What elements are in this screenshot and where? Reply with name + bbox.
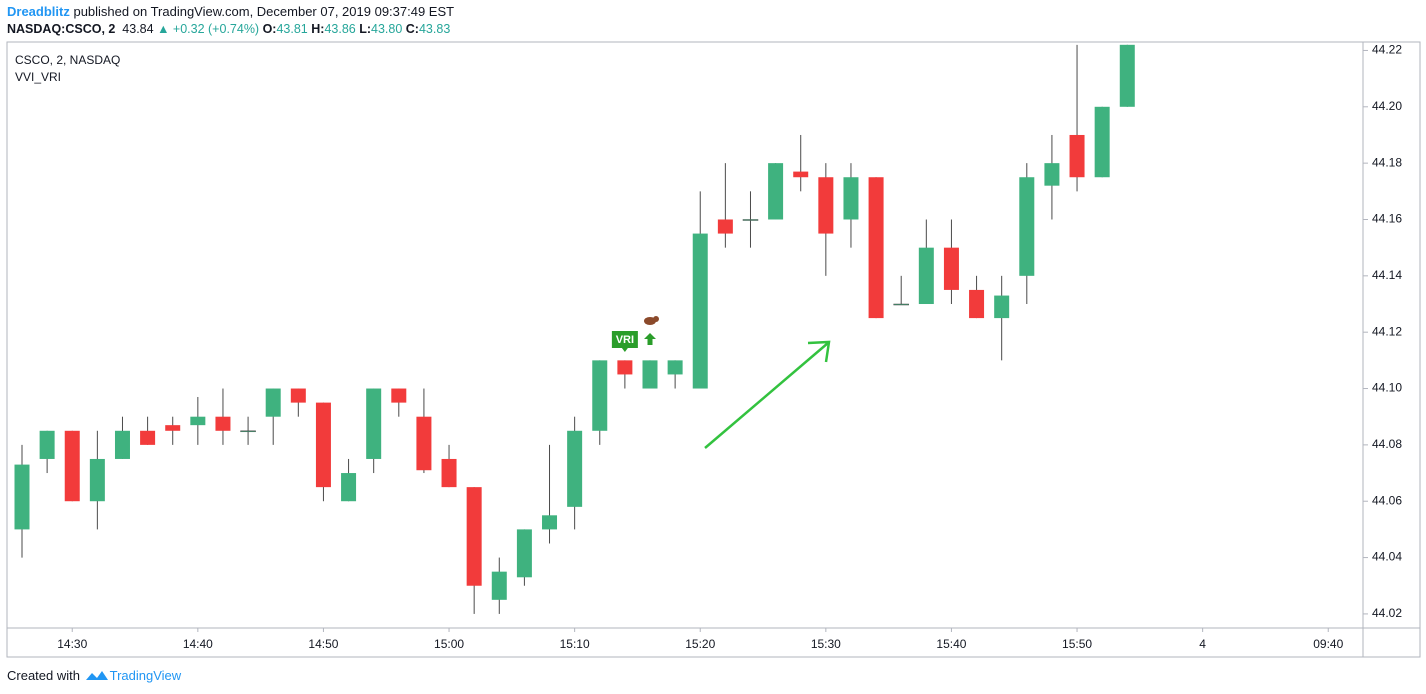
signal-box — [611, 331, 638, 352]
candle-body — [994, 295, 1010, 319]
candle-body — [265, 388, 281, 417]
candle-body — [140, 430, 156, 445]
candle-body — [768, 163, 784, 220]
candle-body — [64, 430, 80, 502]
y-tick-label: 44.12 — [1372, 324, 1402, 338]
y-tick-label: 44.16 — [1372, 212, 1402, 226]
y-tick-label: 44.04 — [1372, 550, 1402, 564]
candle-body — [868, 177, 884, 319]
candle-body — [1119, 44, 1135, 107]
candle-body — [366, 388, 382, 459]
candle-body — [893, 303, 909, 306]
candle-body — [516, 529, 532, 578]
candle-body — [190, 416, 206, 426]
y-tick-label: 44.06 — [1372, 493, 1402, 507]
x-tick-label: 14:50 — [308, 637, 338, 651]
y-tick-label: 44.18 — [1372, 155, 1402, 169]
y-tick-label: 44.20 — [1372, 99, 1402, 113]
x-tick-label: 14:40 — [183, 637, 213, 651]
chart-subtitle: VVI_VRI — [15, 70, 61, 84]
signal-text: VRI — [616, 334, 634, 346]
candle-body — [1044, 163, 1060, 186]
trend-arrow — [704, 340, 831, 449]
candle-body — [341, 473, 357, 502]
brand[interactable]: TradingView — [109, 668, 182, 683]
change: +0.32 (+0.74%) — [172, 22, 260, 36]
y-tick-label: 44.10 — [1372, 381, 1402, 395]
candle-body — [165, 425, 181, 431]
x-tick-label: 15:50 — [1062, 637, 1092, 651]
candle-body — [416, 416, 432, 471]
candle-body — [441, 458, 457, 488]
candle-body — [39, 430, 55, 459]
candle-body — [215, 416, 231, 431]
candle-body — [943, 247, 959, 290]
candle-body — [391, 388, 407, 403]
header-line-2: NASDAQ:CSCO, 2 43.84 ▲ +0.32 (+0.74%) O:… — [7, 22, 450, 36]
x-tick-label: 09:40 — [1313, 637, 1343, 651]
candle-body — [918, 247, 934, 305]
created-with: Created with — [7, 668, 80, 683]
x-tick-label: 15:10 — [560, 637, 590, 651]
candle-body — [114, 430, 130, 459]
x-tick-label: 15:00 — [434, 637, 464, 651]
candle-body — [567, 430, 583, 507]
candle-body — [290, 388, 306, 403]
candle-body — [592, 360, 608, 431]
candle-body — [1069, 134, 1085, 178]
x-tick-label: 15:40 — [936, 637, 966, 651]
last-price: 43.84 — [122, 22, 154, 36]
high-label: H: — [311, 22, 325, 36]
up-arrow — [644, 333, 656, 345]
candle-body — [667, 360, 683, 375]
candle-body — [692, 233, 708, 389]
high: 43.86 — [324, 22, 356, 36]
y-tick-label: 44.02 — [1372, 606, 1402, 620]
close-label: C: — [405, 22, 419, 36]
tv-logo — [85, 671, 108, 680]
close: 43.83 — [418, 22, 451, 36]
signal-label: VRI — [611, 316, 659, 352]
candle-body — [491, 571, 507, 600]
up-triangle: ▲ — [157, 22, 170, 36]
open-label: O: — [262, 22, 277, 36]
candle-body — [818, 177, 834, 234]
x-tick-label: 4 — [1199, 637, 1206, 651]
candle-body — [466, 487, 482, 586]
open: 43.81 — [276, 22, 308, 36]
candle-body — [742, 219, 759, 221]
candle-body — [1094, 106, 1110, 178]
low-label: L: — [359, 22, 372, 36]
candle-body — [642, 360, 658, 389]
footer: Created with TradingView — [7, 668, 181, 683]
candle-body — [843, 177, 859, 220]
header-line-1: Dreadblitz published on TradingView.com,… — [7, 4, 454, 19]
author: Dreadblitz — [7, 4, 70, 19]
x-tick-label: 15:30 — [811, 637, 841, 651]
candle-body — [542, 515, 558, 530]
symbol: NASDAQ:CSCO, 2 — [7, 22, 116, 36]
frame — [6, 41, 1421, 658]
candle-body — [969, 289, 985, 319]
y-tick-label: 44.14 — [1372, 268, 1402, 282]
low: 43.80 — [371, 22, 403, 36]
candle-body — [617, 360, 633, 375]
candle-body — [89, 458, 105, 502]
x-tick-label: 14:30 — [57, 637, 87, 651]
candle-body — [240, 430, 256, 433]
y-tick-label: 44.22 — [1372, 43, 1402, 57]
y-tick-label: 44.08 — [1372, 437, 1402, 451]
x-tick-label: 15:20 — [685, 637, 715, 651]
candle-body — [717, 219, 733, 234]
candle-body — [1019, 177, 1035, 276]
published: published on TradingView.com, December 0… — [73, 4, 455, 19]
bear-head — [653, 316, 659, 322]
chart-title: CSCO, 2, NASDAQ — [15, 53, 120, 67]
candle-body — [315, 402, 331, 488]
plot-area: 44.22 44.20 44.18 44.16 44.14 44.12 44.10 44.08… — [14, 43, 1402, 651]
candle-body — [14, 464, 30, 530]
candle-body — [793, 171, 809, 178]
